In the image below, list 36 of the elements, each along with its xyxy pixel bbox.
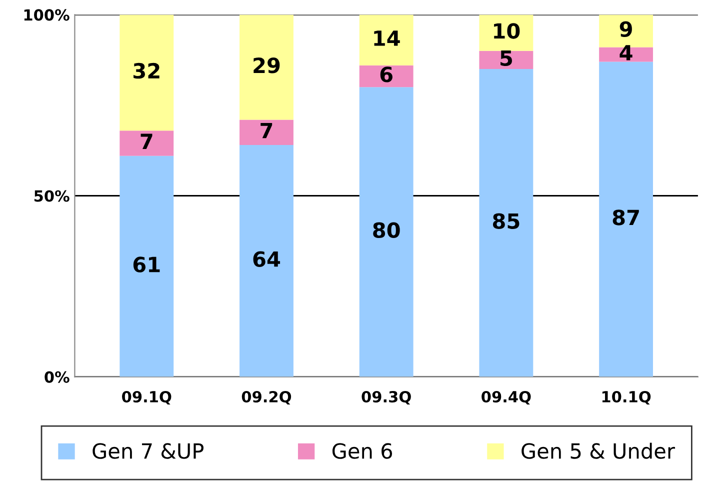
bar [359,14,414,66]
bar [120,156,174,377]
data-label: 14 [374,30,400,46]
legend-label: Gen 7 &UP [92,443,204,459]
bar [120,14,174,131]
data-label: 87 [612,210,639,226]
data-label: 6 [380,66,392,82]
x-tick-label: 09.2Q [242,390,292,405]
data-label: 85 [492,213,520,229]
x-tick-label: 09.4Q [482,390,531,405]
bar [240,14,294,120]
bar [120,130,174,156]
bar [240,120,294,146]
y-tick-label: 50% [34,190,70,202]
data-label: 80 [373,222,400,238]
legend-label: Gen 6 [332,443,392,459]
legend-label: Gen 5 & Under [522,442,676,459]
bar [359,87,414,377]
x-tick-label: 10.1Q [602,390,651,405]
bar [599,62,654,377]
data-label: 7 [260,122,272,138]
y-tick-label: 100% [24,9,70,21]
data-label: 61 [133,256,160,272]
data-label: 9 [620,21,632,38]
bar [240,145,294,377]
bar [479,69,534,377]
data-label: 29 [254,57,280,74]
data-label: 4 [620,45,632,60]
data-label: 5 [500,50,512,66]
data-label: 10 [494,23,520,39]
data-label: 7 [140,134,152,149]
data-label: 32 [134,62,160,79]
y-tick-label: 0% [44,371,70,383]
x-tick-label: 09.3Q [362,390,411,405]
x-tick-label: 09.1Q [122,390,172,405]
data-label: 64 [253,251,280,267]
